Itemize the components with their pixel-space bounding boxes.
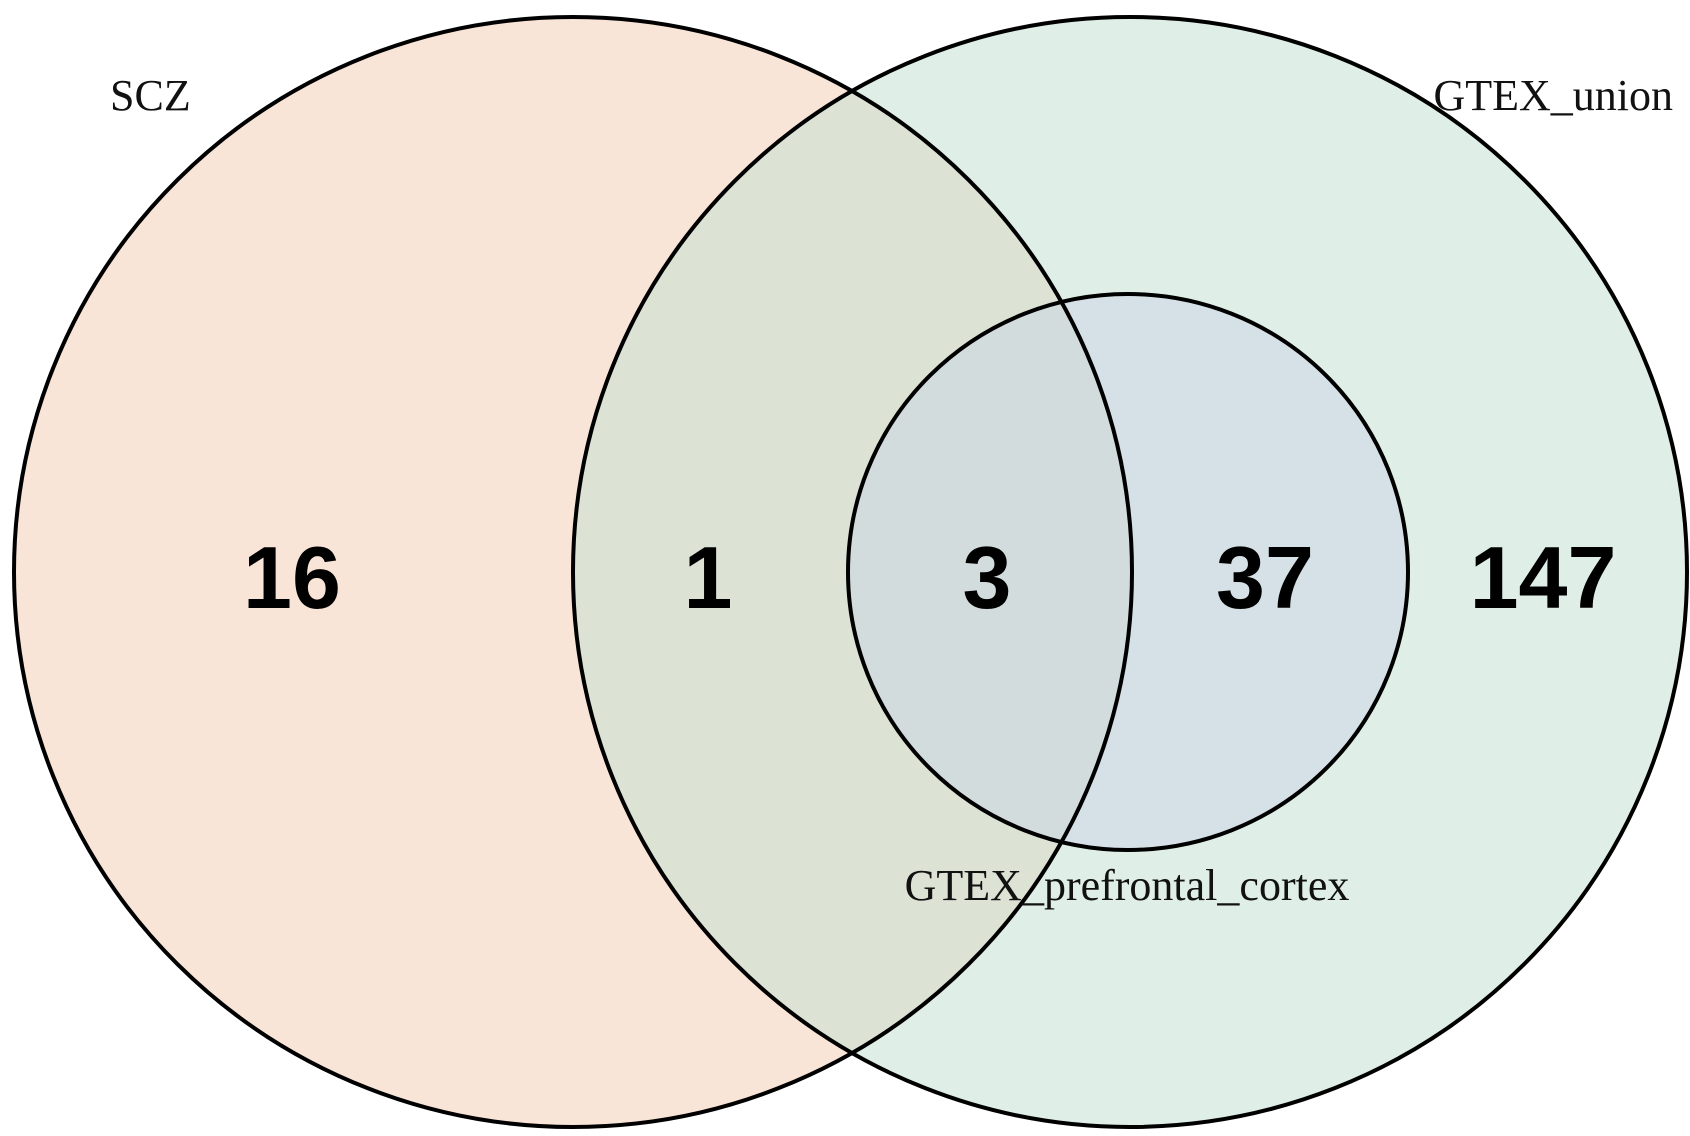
set-label-scz: SCZ <box>110 71 191 120</box>
region-count-union-pfc: 37 <box>1216 528 1314 627</box>
set-label-gtex-union: GTEX_union <box>1433 71 1673 120</box>
gtex-prefrontal-cortex-circle-outline <box>846 292 1410 852</box>
region-count-scz-union-pfc: 3 <box>963 528 1012 627</box>
gtex-union-circle-outline <box>571 15 1689 1129</box>
region-count-scz-union: 1 <box>684 528 733 627</box>
region-count-union-only: 147 <box>1470 528 1617 627</box>
scz-union-pfc-overlap-fill <box>848 294 1132 850</box>
region-count-scz-only: 16 <box>243 528 341 627</box>
set-label-gtex-prefrontal-cortex: GTEX_prefrontal_cortex <box>905 861 1350 910</box>
scz-circle-outline <box>12 15 1134 1129</box>
